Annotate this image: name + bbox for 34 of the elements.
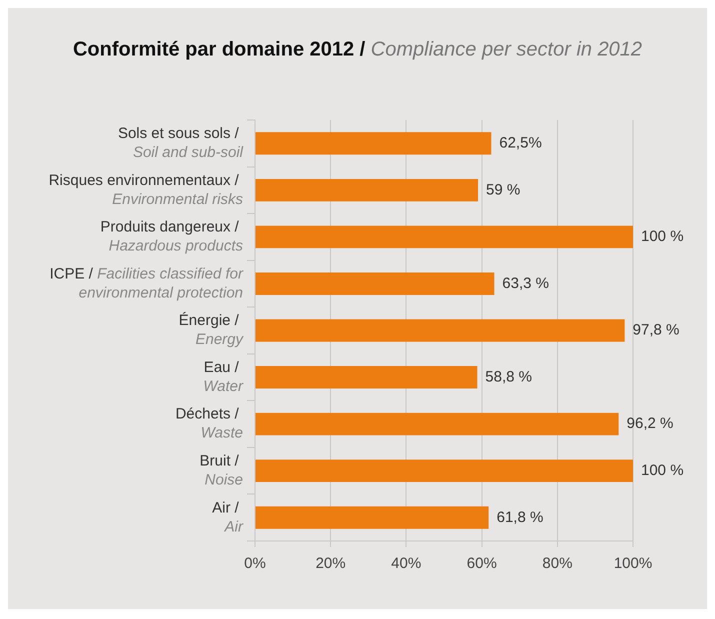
data-label: 100 % [641, 462, 684, 479]
chart-title: Conformité par domaine 2012 / Compliance per sector in 2012 [72, 38, 642, 61]
y-tick-label: Déchets / Waste [175, 406, 244, 442]
data-label: 58,8 % [485, 368, 532, 386]
x-tick-label: 100% [614, 555, 652, 572]
bar [256, 412, 619, 436]
x-tick-label: 80% [542, 555, 572, 572]
bar [256, 506, 489, 529]
data-label: 97,8 % [632, 322, 680, 339]
y-tick-label: Air / Air [212, 499, 244, 536]
y-tick-label: Énergie / Energy [178, 311, 244, 348]
bar [256, 226, 633, 248]
y-tick-label: ICPE / Facilities classified for environmental protection [50, 265, 244, 302]
data-label: 96,2 % [626, 415, 674, 432]
bar [256, 319, 625, 342]
bar [256, 366, 478, 389]
bar [256, 460, 633, 482]
data-label: 61,8 % [496, 508, 544, 526]
data-label: 62,5% [499, 134, 542, 152]
x-tick-label: 0% [244, 555, 266, 572]
y-tick-label: Risques environnementaux / Environmental risks [48, 172, 244, 208]
x-tick-label: 20% [316, 555, 346, 572]
y-tick-label: Sols et sous sols / Soil and sub-soil [118, 125, 244, 162]
y-tick-label: Produits dangereux / Hazardous products [100, 218, 244, 255]
x-tick-label: 40% [391, 555, 422, 572]
data-label: 100 % [641, 228, 684, 246]
bar [256, 132, 492, 155]
data-label: 59 % [486, 181, 520, 198]
data-label: 63,3 % [502, 274, 549, 292]
x-tick-label: 60% [466, 555, 497, 572]
bar [256, 178, 478, 202]
bar [256, 272, 494, 295]
y-tick-label: Eau / Water [203, 358, 244, 395]
y-tick-label: Bruit / Noise [200, 452, 244, 489]
